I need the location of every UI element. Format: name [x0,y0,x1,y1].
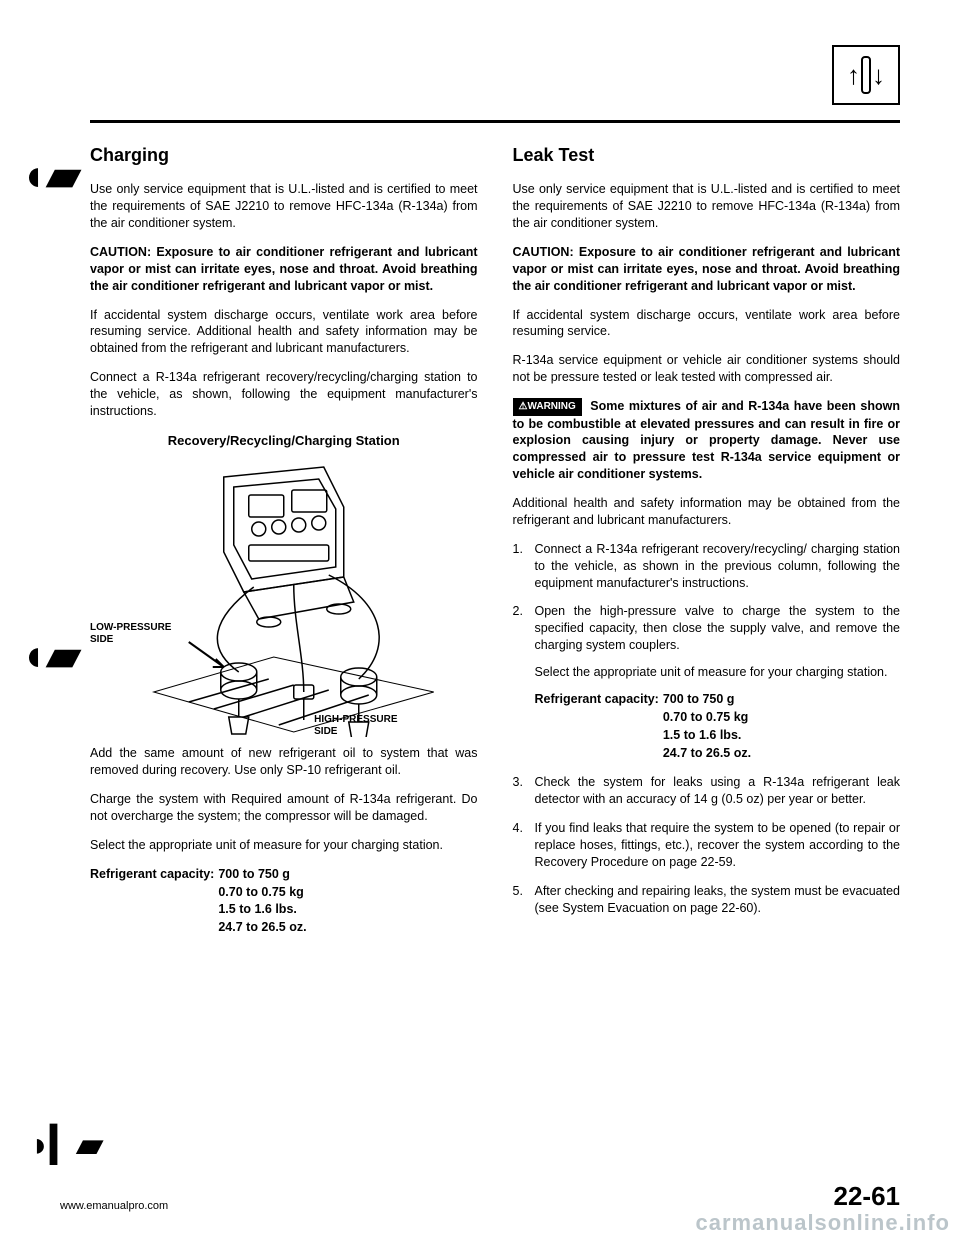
right-column: Leak Test Use only service equipment tha… [513,143,901,937]
right-cap-3: 24.7 to 26.5 oz. [663,745,751,762]
step-2-text: Open the high-pressure valve to charge t… [535,603,901,654]
right-warning: ⚠WARNING Some mixtures of air and R-134a… [513,398,901,483]
right-cap-1: 0.70 to 0.75 kg [663,709,751,726]
step-3: 3.Check the system for leaks using a R-1… [513,774,901,808]
steps-list: 1.Connect a R-134a refrigerant recovery/… [513,541,901,917]
right-capacity-label: Refrigerant capacity: [535,691,663,763]
step-2: 2. Open the high-pressure valve to charg… [513,603,901,762]
right-caution: CAUTION: Exposure to air conditioner ref… [513,244,901,295]
left-p6: Select the appropriate unit of measure f… [90,837,478,854]
step-5: 5.After checking and repairing leaks, th… [513,883,901,917]
left-capacity-label: Refrigerant capacity: [90,866,218,938]
right-p2: If accidental system discharge occurs, v… [513,307,901,341]
step-2-sub: Select the appropriate unit of measure f… [535,664,901,681]
step-1: 1.Connect a R-134a refrigerant recovery/… [513,541,901,592]
bar-icon [861,56,871,94]
warning-badge: ⚠WARNING [513,398,582,416]
footer: www.emanualpro.com 22-61 [60,1181,900,1212]
high-pressure-label: HIGH-PRESSURESIDE [314,714,397,737]
right-p1: Use only service equipment that is U.L.-… [513,181,901,232]
right-cap-2: 1.5 to 1.6 lbs. [663,727,751,744]
step-4: 4.If you find leaks that require the sys… [513,820,901,871]
right-p4: Additional health and safety information… [513,495,901,529]
leak-title: Leak Test [513,143,901,167]
left-cap-1: 0.70 to 0.75 kg [218,884,306,901]
left-p4: Add the same amount of new refrigerant o… [90,745,478,779]
corner-icon: ↑ ↓ [832,45,900,105]
diagram-caption: Recovery/Recycling/Charging Station [90,432,478,450]
arrow-up-icon: ↑ [847,62,860,88]
left-capacity: Refrigerant capacity: 700 to 750 g 0.70 … [90,866,478,938]
left-cap-0: 700 to 750 g [218,866,306,883]
low-pressure-label: LOW-PRESSURESIDE [90,622,171,645]
margin-glyph-mid: ◖▰ [20,630,80,681]
left-p5: Charge the system with Required amount o… [90,791,478,825]
left-column: Charging Use only service equipment that… [90,143,478,937]
margin-glyph-bottom: ◗▎▰ [30,1125,103,1165]
watermark: carmanualsonline.info [696,1210,951,1236]
charging-title: Charging [90,143,478,167]
left-p2: If accidental system discharge occurs, v… [90,307,478,358]
right-p3: R-134a service equipment or vehicle air … [513,352,901,386]
left-cap-2: 1.5 to 1.6 lbs. [218,901,306,918]
top-rule [90,120,900,123]
station-diagram: LOW-PRESSURESIDE HIGH-PRESSURESIDE [90,457,478,737]
left-p3: Connect a R-134a refrigerant recovery/re… [90,369,478,420]
arrow-down-icon: ↓ [872,62,885,88]
left-p1: Use only service equipment that is U.L.-… [90,181,478,232]
left-cap-3: 24.7 to 26.5 oz. [218,919,306,936]
page-number: 22-61 [834,1181,901,1212]
footer-url: www.emanualpro.com [60,1200,168,1212]
margin-glyph-top: ◖▰ [20,150,80,201]
left-caution: CAUTION: Exposure to air conditioner ref… [90,244,478,295]
right-cap-0: 700 to 750 g [663,691,751,708]
right-capacity: Refrigerant capacity: 700 to 750 g 0.70 … [535,691,901,763]
